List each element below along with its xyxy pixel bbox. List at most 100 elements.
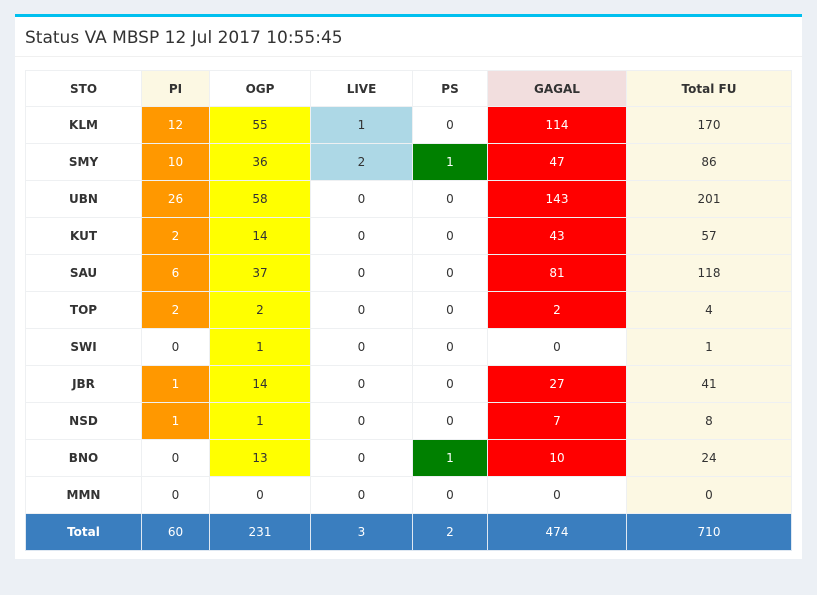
cell-ogp: 1 [209,328,311,366]
cell-live: 0 [310,328,413,366]
header-total-fu[interactable]: Total FU [626,70,792,107]
cell-sto: KLM [25,106,142,144]
header-ps[interactable]: PS [412,70,488,107]
cell-pi: 0 [141,439,210,477]
table-body: KLM 12 55 1 0 114 170 SMY 10 36 2 1 47 86 UBN 26 58 0 0 143… [25,106,792,551]
cell-ogp: 14 [209,217,311,255]
cell-ogp: 55 [209,106,311,144]
header-gagal[interactable]: GAGAL [487,70,627,107]
cell-pi: 2 [141,291,210,329]
header-sto[interactable]: STO [25,70,142,107]
cell-pi: 1 [141,402,210,440]
cell-live: 2 [310,143,413,181]
cell-ogp: 36 [209,143,311,181]
cell-live: 0 [310,217,413,255]
status-panel: Status VA MBSP 12 Jul 2017 10:55:45 STO … [15,14,802,559]
header-live[interactable]: LIVE [310,70,413,107]
table-row: SAU 6 37 0 0 81 118 [25,254,792,292]
cell-sto: MMN [25,476,142,514]
cell-ogp: 14 [209,365,311,403]
table-row: KUT 2 14 0 0 43 57 [25,217,792,255]
cell-ps: 0 [412,180,488,218]
table-header-row: STO PI OGP LIVE PS GAGAL Total FU [25,70,792,107]
cell-pi: 12 [141,106,210,144]
table-row: SWI 0 1 0 0 0 1 [25,328,792,366]
cell-ogp: 0 [209,476,311,514]
cell-live: 1 [310,106,413,144]
cell-gagal: 143 [487,180,627,218]
cell-gagal: 2 [487,291,627,329]
cell-total-fu: 201 [626,180,792,218]
cell-ps: 0 [412,365,488,403]
cell-gagal: 0 [487,328,627,366]
cell-gagal: 114 [487,106,627,144]
cell-total-fu: 4 [626,291,792,329]
cell-total-fu: 24 [626,439,792,477]
cell-ogp: 2 [209,291,311,329]
cell-sto: UBN [25,180,142,218]
total-cell-ogp: 231 [209,513,311,551]
cell-live: 0 [310,476,413,514]
table-row: NSD 1 1 0 0 7 8 [25,402,792,440]
status-table: STO PI OGP LIVE PS GAGAL Total FU KLM 12 5… [25,70,792,551]
cell-live: 0 [310,180,413,218]
total-cell-ps: 2 [412,513,488,551]
cell-ogp: 58 [209,180,311,218]
cell-total-fu: 57 [626,217,792,255]
cell-total-fu: 170 [626,106,792,144]
cell-ps: 0 [412,217,488,255]
cell-pi: 0 [141,476,210,514]
cell-gagal: 81 [487,254,627,292]
cell-ps: 1 [412,439,488,477]
header-ogp[interactable]: OGP [209,70,311,107]
cell-total-fu: 118 [626,254,792,292]
cell-ps: 1 [412,143,488,181]
cell-gagal: 43 [487,217,627,255]
cell-ps: 0 [412,328,488,366]
cell-gagal: 7 [487,402,627,440]
cell-gagal: 47 [487,143,627,181]
table-row: SMY 10 36 2 1 47 86 [25,143,792,181]
cell-ogp: 1 [209,402,311,440]
cell-sto: KUT [25,217,142,255]
cell-ps: 0 [412,476,488,514]
cell-sto: SAU [25,254,142,292]
cell-sto: BNO [25,439,142,477]
table-row: UBN 26 58 0 0 143 201 [25,180,792,218]
cell-live: 0 [310,402,413,440]
cell-gagal: 27 [487,365,627,403]
cell-ps: 0 [412,291,488,329]
table-row: BNO 0 13 0 1 10 24 [25,439,792,477]
cell-sto: SMY [25,143,142,181]
cell-live: 0 [310,291,413,329]
cell-sto: NSD [25,402,142,440]
total-cell-gagal: 474 [487,513,627,551]
cell-live: 0 [310,365,413,403]
cell-ps: 0 [412,106,488,144]
total-cell-label: Total [25,513,142,551]
cell-pi: 2 [141,217,210,255]
total-cell-total-fu: 710 [626,513,792,551]
header-pi[interactable]: PI [141,70,210,107]
cell-sto: TOP [25,291,142,329]
cell-live: 0 [310,439,413,477]
cell-pi: 0 [141,328,210,366]
table-row: TOP 2 2 0 0 2 4 [25,291,792,329]
cell-total-fu: 8 [626,402,792,440]
panel-divider [15,56,802,57]
cell-ogp: 37 [209,254,311,292]
table-row: JBR 1 14 0 0 27 41 [25,365,792,403]
cell-sto: JBR [25,365,142,403]
panel-title: Status VA MBSP 12 Jul 2017 10:55:45 [25,28,343,48]
cell-gagal: 10 [487,439,627,477]
cell-sto: SWI [25,328,142,366]
table-total-row: Total 60 231 3 2 474 710 [25,513,792,551]
cell-pi: 10 [141,143,210,181]
cell-ps: 0 [412,254,488,292]
total-cell-pi: 60 [141,513,210,551]
cell-total-fu: 41 [626,365,792,403]
cell-ps: 0 [412,402,488,440]
total-cell-live: 3 [310,513,413,551]
cell-total-fu: 0 [626,476,792,514]
cell-live: 0 [310,254,413,292]
